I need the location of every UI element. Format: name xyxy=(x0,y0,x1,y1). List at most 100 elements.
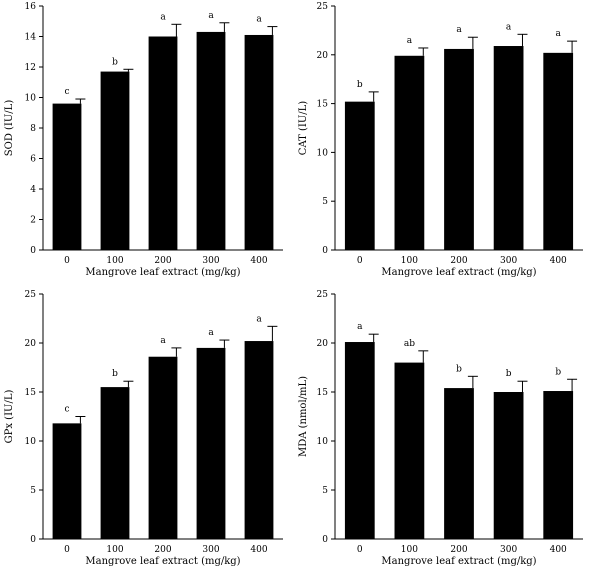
y-tick-label: 20 xyxy=(317,339,329,349)
x-tick-label: 400 xyxy=(250,256,267,266)
significance-label: b xyxy=(555,367,561,377)
bar-0 xyxy=(344,342,375,539)
significance-label: a xyxy=(208,11,214,21)
x-axis-title: Mangrove leaf extract (mg/kg) xyxy=(381,267,536,278)
chart-panel-1: 0 2 4 6 8 10 12 14 16 c 0 b 100 a 200 a 300 a 400 Mangrove … xyxy=(4,2,283,278)
y-tick-label: 20 xyxy=(317,51,329,61)
y-tick-label: 25 xyxy=(317,2,329,12)
significance-label: b xyxy=(112,369,118,379)
y-tick-label: 8 xyxy=(30,124,36,134)
significance-label: c xyxy=(64,87,69,97)
bar-400 xyxy=(543,52,574,251)
y-tick-label: 0 xyxy=(322,246,328,256)
y-tick-label: 6 xyxy=(30,155,36,165)
significance-label: a xyxy=(357,322,363,332)
significance-label: a xyxy=(556,29,562,39)
x-tick-label: 0 xyxy=(357,545,363,555)
bar-200 xyxy=(444,48,474,250)
y-tick-label: 0 xyxy=(30,535,36,545)
y-tick-label: 20 xyxy=(25,339,37,349)
bar-400 xyxy=(244,34,274,250)
x-tick-label: 300 xyxy=(202,256,219,266)
y-tick-label: 15 xyxy=(317,100,329,110)
y-tick-label: 5 xyxy=(30,486,36,496)
x-axis-title: Mangrove leaf extract (mg/kg) xyxy=(85,267,240,278)
x-tick-label: 200 xyxy=(450,545,467,555)
y-tick-label: 0 xyxy=(30,246,36,256)
bar-200 xyxy=(444,388,474,539)
y-tick-label: 10 xyxy=(25,437,37,447)
bar-100 xyxy=(100,71,130,250)
chart-panel-2: 0 5 10 15 20 25 b 0 a 100 a 200 a 300 a 400 Mangrove lea… xyxy=(298,2,583,278)
bar-100 xyxy=(394,55,425,250)
y-tick-label: 12 xyxy=(25,63,36,73)
significance-label: b xyxy=(506,369,512,379)
bar-0 xyxy=(344,101,375,250)
significance-label: a xyxy=(407,36,413,46)
y-tick-label: 25 xyxy=(25,290,37,300)
x-tick-label: 200 xyxy=(450,256,467,266)
y-tick-label: 10 xyxy=(317,148,329,158)
significance-label: a xyxy=(256,314,262,324)
y-axis-title: CAT (IU/L) xyxy=(298,101,309,155)
y-tick-label: 15 xyxy=(317,388,329,398)
y-tick-label: 15 xyxy=(25,388,37,398)
y-tick-label: 10 xyxy=(25,94,37,104)
x-axis-title: Mangrove leaf extract (mg/kg) xyxy=(85,556,240,567)
significance-label: a xyxy=(506,22,512,32)
y-tick-label: 5 xyxy=(322,197,328,207)
x-tick-label: 100 xyxy=(106,256,123,266)
x-tick-label: 100 xyxy=(401,256,418,266)
chart-panel-4: 0 5 10 15 20 25 a 0 ab 100 b 200 b 300 b 400 Mangrove le… xyxy=(298,290,583,567)
significance-label: ab xyxy=(404,339,415,349)
bar-100 xyxy=(100,387,130,539)
y-axis-title: GPx (IU/L) xyxy=(4,390,15,444)
bar-200 xyxy=(148,36,178,250)
x-tick-label: 300 xyxy=(202,545,219,555)
x-tick-label: 0 xyxy=(64,545,70,555)
x-tick-label: 100 xyxy=(401,545,418,555)
x-tick-label: 400 xyxy=(550,256,567,266)
x-tick-label: 100 xyxy=(106,545,123,555)
y-tick-label: 25 xyxy=(317,290,329,300)
significance-label: a xyxy=(208,328,214,338)
x-axis-title: Mangrove leaf extract (mg/kg) xyxy=(381,556,536,567)
bar-200 xyxy=(148,356,178,539)
x-tick-label: 200 xyxy=(154,545,171,555)
y-tick-label: 14 xyxy=(25,33,37,43)
x-tick-label: 200 xyxy=(154,256,171,266)
bar-0 xyxy=(52,423,82,539)
bar-400 xyxy=(244,341,274,539)
x-tick-label: 0 xyxy=(357,256,363,266)
bar-300 xyxy=(196,31,226,250)
y-tick-label: 16 xyxy=(25,2,37,12)
chart-panel-3: 0 5 10 15 20 25 c 0 b 100 a 200 a 300 a 400 Mangrove lea… xyxy=(4,290,283,567)
y-axis-title: MDA (nmol/mL) xyxy=(298,376,309,457)
x-tick-label: 300 xyxy=(500,256,517,266)
significance-label: c xyxy=(64,405,69,415)
significance-label: b xyxy=(456,364,462,374)
y-tick-label: 4 xyxy=(30,185,36,195)
y-tick-label: 5 xyxy=(322,486,328,496)
x-tick-label: 400 xyxy=(550,545,567,555)
bar-100 xyxy=(394,362,425,539)
y-axis-title: SOD (IU/L) xyxy=(4,100,15,157)
bar-300 xyxy=(196,347,226,539)
x-tick-label: 0 xyxy=(64,256,70,266)
x-tick-label: 300 xyxy=(500,545,517,555)
x-tick-label: 400 xyxy=(250,545,267,555)
bar-0 xyxy=(52,103,82,250)
significance-label: a xyxy=(456,25,462,35)
y-tick-label: 10 xyxy=(317,437,329,447)
y-tick-label: 0 xyxy=(322,535,328,545)
significance-label: a xyxy=(160,336,166,346)
y-tick-label: 2 xyxy=(30,216,36,226)
bar-400 xyxy=(543,391,574,539)
significance-label: b xyxy=(112,57,118,67)
significance-label: b xyxy=(357,80,363,90)
bar-300 xyxy=(493,392,524,539)
significance-label: a xyxy=(256,15,262,25)
bar-300 xyxy=(493,46,524,251)
significance-label: a xyxy=(160,12,166,22)
